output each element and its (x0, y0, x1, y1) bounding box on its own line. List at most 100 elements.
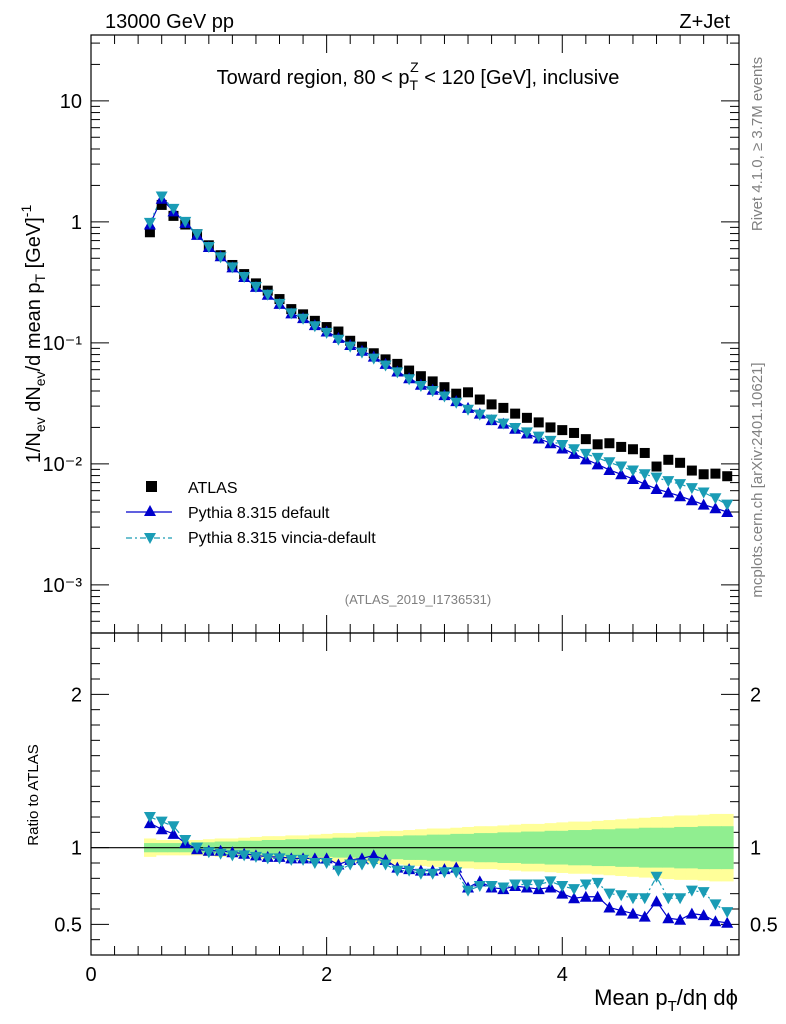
pythia-vincia-point (355, 347, 368, 359)
ratio-y-tick-label-right: 1 (750, 838, 761, 860)
ratio-y-tick-label: 2 (71, 684, 82, 706)
pythia-vincia-point (544, 435, 557, 447)
pythia-default-point (685, 494, 698, 506)
ratio-vincia-point (638, 893, 651, 905)
legend-atlas-marker (146, 481, 157, 492)
main-y-tick-label: 10⁻² (43, 454, 83, 476)
atlas-data-point (510, 408, 521, 419)
pythia-vincia-point (462, 404, 475, 416)
ratio-vincia-point (626, 893, 639, 905)
pythia-default-point (603, 463, 616, 475)
ratio-default-point (591, 890, 604, 902)
atlas-data-point (439, 382, 450, 393)
pythia-vincia-point (202, 241, 215, 253)
ratio-vincia-point (414, 868, 427, 880)
ratio-vincia-point (426, 868, 439, 880)
ratio-vincia-point (285, 854, 298, 866)
atlas-data-point (486, 399, 497, 410)
ratio-default-point (626, 907, 639, 919)
pythia-vincia-point (238, 272, 251, 284)
analysis-watermark: (ATLAS_2019_I1736531) (345, 592, 491, 607)
ratio-vincia-point (615, 890, 628, 902)
atlas-data-point (533, 417, 544, 428)
ratio-vincia-point (226, 850, 239, 862)
x-tick-label: 0 (85, 964, 96, 986)
ratio-default-point (568, 892, 581, 904)
ratio-vincia-point (697, 887, 710, 899)
ratio-default-point (615, 904, 628, 916)
ratio-vincia-point (320, 858, 333, 869)
atlas-data-point (569, 427, 580, 438)
main-y-tick-label: 10⁻¹ (43, 333, 83, 355)
pythia-vincia-point (650, 472, 663, 484)
pythia-vincia-point (391, 367, 404, 379)
pythia-vincia-point (179, 216, 192, 228)
atlas-data-point (521, 412, 532, 423)
ratio-vincia-point (485, 881, 498, 892)
atlas-data-point (686, 465, 697, 476)
atlas-data-point (333, 326, 344, 337)
atlas-data-point (592, 439, 603, 450)
ratio-panel: 0.5 0.5 1 1 2 2 0 2 4 (54, 632, 778, 986)
ratio-vincia-point (438, 867, 451, 879)
pythia-default-point (674, 490, 687, 502)
ratio-vincia-point (249, 851, 262, 863)
pythia-vincia-point (626, 465, 639, 477)
pythia-vincia-point (403, 374, 416, 386)
pythia-vincia-point (226, 262, 239, 274)
ratio-vincia-point (462, 885, 475, 897)
pythia-default-point (615, 468, 628, 480)
ratio-vincia-point (674, 893, 687, 905)
pythia-vincia-point (685, 483, 698, 495)
ratio-vincia-point (344, 859, 357, 871)
pythia-vincia-point (155, 191, 168, 203)
ratio-vincia-point (155, 816, 168, 828)
ratio-vincia-point (520, 879, 533, 891)
pythia-vincia-point (344, 341, 357, 353)
ratio-vincia-point (650, 871, 663, 883)
atlas-data-point (545, 422, 556, 433)
ratio-vincia-point (721, 907, 734, 919)
process-label: Z+Jet (679, 11, 730, 33)
ratio-vincia-point (167, 821, 180, 833)
ratio-vincia-point (179, 835, 192, 846)
legend-vincia-marker (144, 533, 156, 544)
ratio-vincia-point (273, 853, 286, 865)
ratio-vincia-point (202, 847, 215, 859)
atlas-data-point (392, 358, 403, 369)
pythia-vincia-point (497, 418, 510, 430)
ratio-vincia-point (308, 858, 321, 869)
ratio-vincia-point (379, 859, 392, 871)
ratio-y-tick-label-right: 0.5 (750, 914, 778, 936)
ratio-vincia-point (556, 881, 569, 892)
ratio-y-tick-label: 1 (71, 838, 82, 860)
ratio-default-point (603, 901, 616, 913)
ratio-y-tick-label: 0.5 (54, 914, 82, 936)
atlas-data-point (675, 457, 686, 468)
ratio-vincia-point (591, 877, 604, 889)
ratio-default-point (674, 913, 687, 925)
pythia-vincia-point (450, 397, 463, 409)
ratio-default-point (556, 887, 569, 899)
ratio-vincia-point (544, 876, 557, 888)
pythia-vincia-point (709, 493, 722, 505)
main-y-tick-label: 10⁻³ (43, 575, 83, 597)
plot-title: Toward region, 80 < pTZ < 120 [GeV], inc… (217, 59, 620, 93)
atlas-data-point (156, 199, 167, 210)
pythia-vincia-point (426, 385, 439, 397)
pythia-vincia-point (167, 203, 180, 215)
pythia-vincia-point (697, 487, 710, 499)
ratio-vincia-point (214, 848, 227, 860)
atlas-data-point (451, 388, 462, 399)
legend: ATLAS Pythia 8.315 default Pythia 8.315 … (126, 480, 376, 547)
atlas-data-point (616, 441, 627, 452)
legend-atlas-label: ATLAS (188, 480, 238, 497)
atlas-data-point (144, 227, 155, 238)
pythia-vincia-point (591, 452, 604, 464)
ratio-default-point (662, 912, 675, 924)
ratio-vincia-point (297, 854, 310, 866)
ratio-default-point (650, 895, 663, 907)
pythia-vincia-point (273, 298, 286, 310)
ratio-vincia-point (603, 888, 616, 900)
